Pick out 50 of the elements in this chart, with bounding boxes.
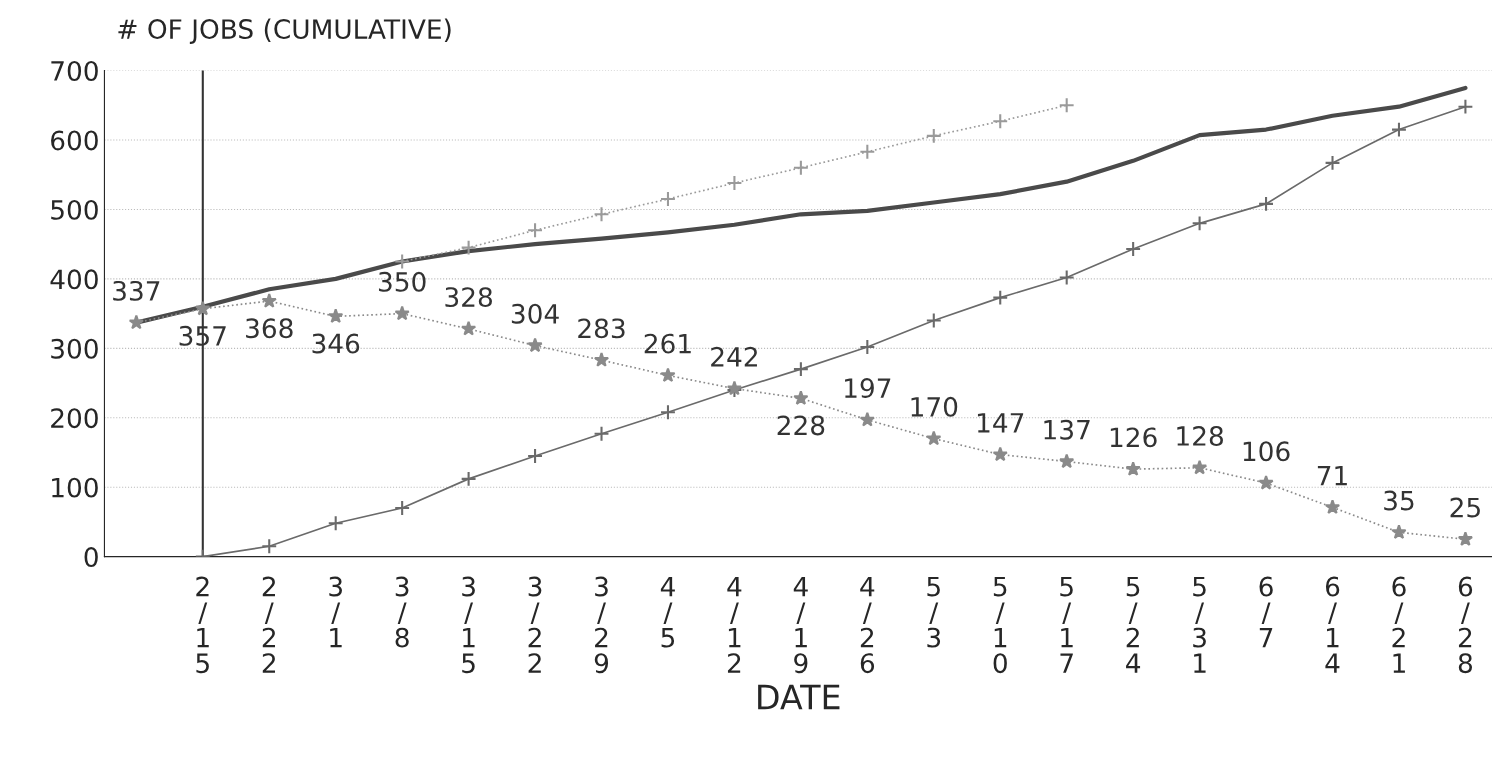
- data-label: 261: [644, 333, 691, 354]
- data-label: 137: [1044, 419, 1090, 440]
- x-tick-label: 5/10: [993, 576, 1007, 674]
- data-label: 228: [777, 415, 825, 436]
- data-label: 71: [1317, 465, 1347, 486]
- data-label: 126: [1110, 427, 1157, 448]
- x-tick-label: 3/8: [395, 576, 409, 648]
- data-label: 304: [511, 303, 559, 324]
- x-tick-label: 5/3: [927, 576, 941, 648]
- x-tick-label: 6/21: [1392, 576, 1406, 673]
- data-label: 283: [578, 318, 625, 339]
- x-tick-label: 4/26: [860, 576, 875, 674]
- data-label: 106: [1243, 441, 1290, 462]
- data-label: 170: [911, 396, 958, 417]
- data-label: 337: [113, 280, 160, 301]
- data-label: 197: [845, 378, 891, 399]
- x-tick-label: 3/15: [462, 576, 475, 674]
- x-tick-label: 5/17: [1060, 576, 1073, 673]
- y-tick-label: 500: [51, 199, 98, 220]
- y-tick-label: 100: [52, 477, 98, 498]
- x-tick-label: 2/22: [262, 576, 275, 673]
- x-tick-label: 6/7: [1259, 576, 1273, 648]
- x-tick-label: 6/14: [1325, 576, 1340, 673]
- y-tick-label: 700: [51, 61, 98, 81]
- x-tick-label: 4/19: [793, 576, 808, 674]
- data-label: 346: [312, 333, 360, 354]
- data-label: 350: [378, 271, 426, 292]
- data-label: 128: [1177, 426, 1223, 446]
- x-tick-label: 3/1: [329, 576, 342, 648]
- data-label: 328: [445, 287, 492, 308]
- y-tick-label: 400: [50, 269, 98, 290]
- data-label: 35: [1384, 490, 1414, 511]
- y-tick-label: 200: [51, 408, 98, 429]
- y-axis-title: # OF JOBS (CUMULATIVE): [118, 18, 451, 44]
- data-label: 25: [1450, 497, 1480, 518]
- x-axis-title: DATE: [758, 684, 840, 710]
- y-tick-label: 300: [51, 338, 98, 359]
- x-tick-label: 3/29: [594, 576, 609, 674]
- x-tick-label: 5/31: [1193, 576, 1206, 673]
- y-tick-label: 0: [84, 547, 98, 568]
- data-label: 147: [977, 413, 1024, 433]
- x-tick-label: 5/24: [1126, 576, 1141, 673]
- y-tick-label: 600: [51, 130, 98, 151]
- x-tick-label: 3/22: [528, 576, 542, 673]
- x-tick-label: 6/28: [1458, 576, 1473, 674]
- x-tick-label: 4/12: [727, 576, 742, 673]
- data-label: 368: [246, 318, 293, 339]
- x-tick-label: 2/15: [196, 576, 209, 674]
- x-tick-label: 4/5: [660, 576, 675, 648]
- data-label: 242: [711, 346, 757, 367]
